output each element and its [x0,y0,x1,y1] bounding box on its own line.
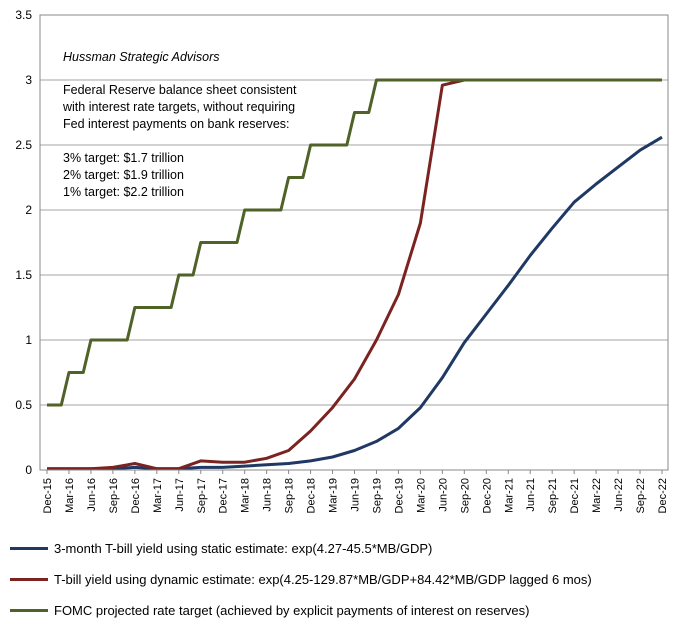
legend-item-dynamic: T-bill yield using dynamic estimate: exp… [10,572,592,587]
x-tick-label: Dec-17 [218,478,230,513]
x-tick-label: Sep-20 [459,478,471,513]
annotation-line: Federal Reserve balance sheet consistent [63,83,297,97]
x-tick-label: Mar-21 [503,478,515,513]
x-tick-label: Jun-17 [174,478,186,512]
x-tick-label: Jun-20 [437,478,449,512]
x-tick-label: Mar-16 [64,478,76,513]
x-tick-label: Dec-19 [393,478,405,513]
y-tick-label: 1 [25,333,32,347]
x-tick-label: Dec-22 [657,478,669,513]
legend-label: T-bill yield using dynamic estimate: exp… [54,572,592,587]
brand-label: Hussman Strategic Advisors [63,50,220,64]
x-tick-label: Sep-22 [635,478,647,513]
x-tick-label: Dec-20 [481,478,493,513]
y-tick-label: 0.5 [15,398,32,412]
legend-label: 3-month T-bill yield using static estima… [54,541,433,556]
y-tick-label: 3 [25,73,32,87]
x-tick-label: Sep-17 [196,478,208,513]
x-tick-label: Mar-18 [240,478,252,513]
x-tick-label: Sep-19 [371,478,383,513]
annotation-text: Federal Reserve balance sheet consistent… [63,82,296,201]
x-tick-label: Sep-21 [547,478,559,513]
x-tick-label: Jun-19 [350,478,362,512]
y-tick-label: 1.5 [15,268,32,282]
y-axis-ticks: 0 0.5 1 1.5 2 2.5 3 3.5 [15,8,32,477]
annotation-line: 2% target: $1.9 trillion [63,168,184,182]
annotation-line: with interest rate targets, without requ… [63,100,296,114]
x-tick-label: Mar-22 [591,478,603,513]
annotation-line: 3% target: $1.7 trillion [63,151,184,165]
x-tick-label: Dec-16 [130,478,142,513]
annotation-line [63,133,296,150]
x-axis-ticks: Dec-15 Mar-16 Jun-16 Sep-16 Dec-16 Mar-17 Jun-… [42,470,669,513]
x-tick-label: Mar-17 [152,478,164,513]
x-tick-label: Jun-18 [262,478,274,512]
legend-item-fomc: FOMC projected rate target (achieved by … [10,603,529,618]
y-tick-label: 0 [25,463,32,477]
x-tick-label: Dec-15 [42,478,54,513]
legend-item-static: 3-month T-bill yield using static estima… [10,541,432,556]
series-fomc-target [47,78,662,407]
x-tick-label: Dec-18 [306,478,318,513]
annotation-line: 1% target: $2.2 trillion [63,185,184,199]
series-lines [47,78,663,471]
legend-swatch [10,578,48,581]
y-tick-label: 3.5 [15,8,32,22]
legend-swatch [10,609,48,612]
x-tick-label: Dec-21 [569,478,581,513]
y-tick-label: 2.5 [15,138,32,152]
x-tick-label: Mar-19 [328,478,340,513]
x-tick-label: Sep-16 [108,478,120,513]
x-tick-label: Jun-22 [613,478,625,512]
x-tick-label: Mar-20 [415,478,427,513]
legend-swatch [10,547,48,550]
x-tick-label: Jun-16 [86,478,98,512]
x-tick-label: Jun-21 [525,478,537,512]
grid-lines [40,14,668,406]
x-tick-label: Sep-18 [284,478,296,513]
plot-border [39,14,669,471]
annotation-line: Fed interest payments on bank reserves: [63,117,290,131]
legend-label: FOMC projected rate target (achieved by … [54,603,530,618]
y-tick-label: 2 [25,203,32,217]
